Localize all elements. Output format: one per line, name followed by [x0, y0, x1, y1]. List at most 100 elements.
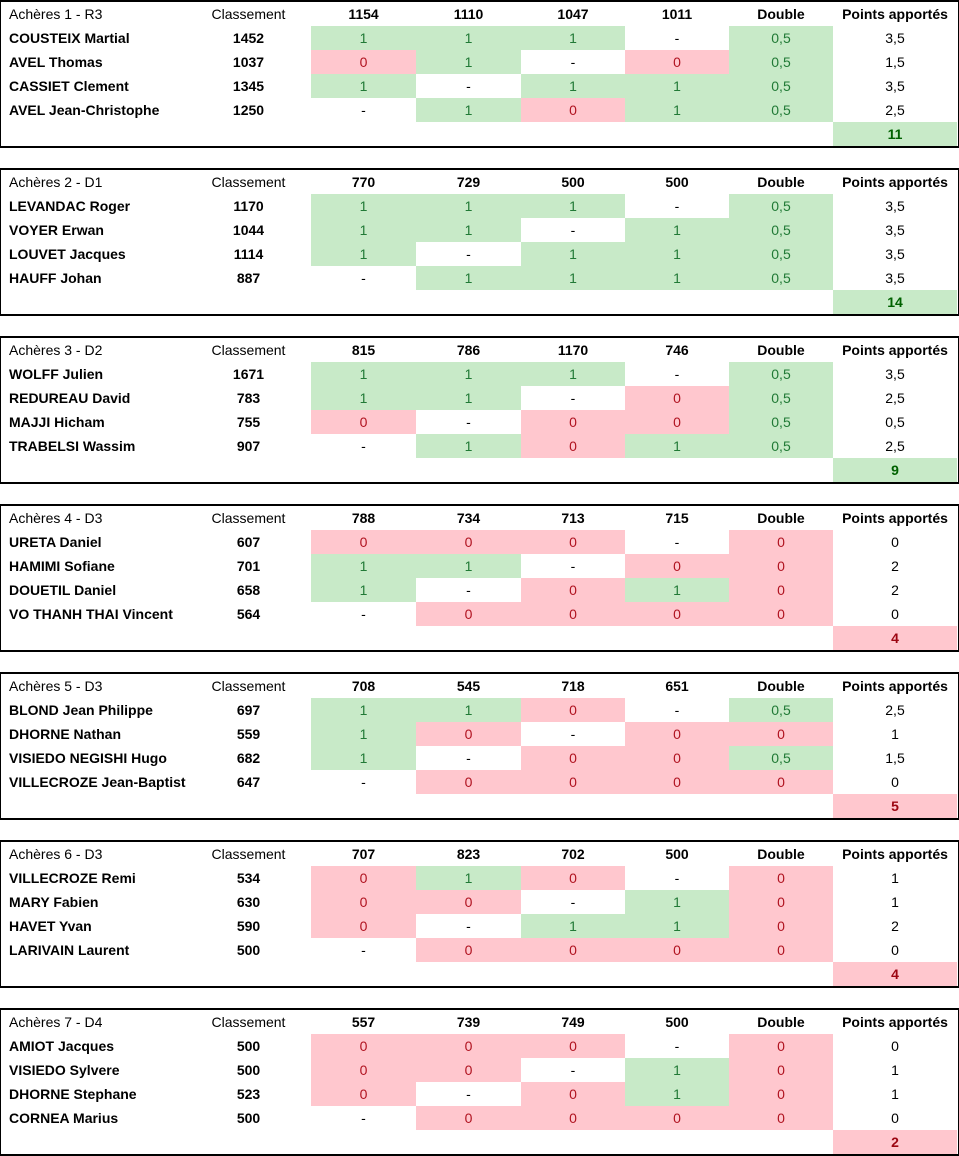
player-row: VO THANH THAI Vincent 564 - 0 0 0 0 0	[1, 602, 958, 626]
player-row: BLOND Jean Philippe 697 1 1 0 - 0,5 2,5	[1, 698, 958, 722]
result-cell-match-4: 1	[625, 242, 729, 266]
result-cell-match-1: -	[311, 938, 416, 962]
result-cell-match-1: -	[311, 434, 416, 458]
result-cell-double: 0,5	[729, 410, 833, 434]
player-row: VILLECROZE Jean-Baptiste 647 - 0 0 0 0 0	[1, 770, 958, 794]
player-name: VO THANH THAI Vincent	[9, 606, 173, 622]
result-cell-match-1: 0	[311, 866, 416, 890]
result-cell-match-1: 1	[311, 26, 416, 50]
result-cell-match-4: -	[625, 26, 729, 50]
total-points-cell: 4	[833, 626, 957, 650]
double-header: Double	[757, 678, 805, 694]
result-cell-match-2: 0	[416, 1058, 521, 1082]
player-row: DHORNE Stephane 523 0 - 0 1 0 1	[1, 1082, 958, 1106]
result-cell-double: 0,5	[729, 698, 833, 722]
player-points-cell: 2	[891, 582, 899, 598]
result-cell-match-3: -	[521, 218, 625, 242]
result-cell-match-2: -	[416, 578, 521, 602]
empty-cell	[521, 962, 625, 986]
player-classement: 682	[236, 750, 261, 766]
result-cell-match-1: -	[311, 266, 416, 290]
player-name: DOUETIL Daniel	[9, 582, 117, 598]
result-cell-match-2: 0	[416, 1034, 521, 1058]
player-row: VILLECROZE Remi 534 0 1 0 - 0 1	[1, 866, 958, 890]
result-cell-match-4: 1	[625, 914, 729, 938]
player-name: CASSIET Clement	[9, 78, 129, 94]
result-cell-match-1: 0	[311, 914, 416, 938]
player-points-cell: 2,5	[885, 438, 905, 454]
player-row: WOLFF Julien 1671 1 1 1 - 0,5 3,5	[1, 362, 958, 386]
opponent-rating-header-2: 545	[456, 678, 481, 694]
empty-cell	[311, 962, 416, 986]
result-cell-match-1: 1	[311, 242, 416, 266]
result-cell-match-2: 1	[416, 50, 521, 74]
player-points-cell: 1	[891, 894, 899, 910]
result-cell-match-1: 1	[311, 194, 416, 218]
block-title: Achères 5 - D3	[9, 678, 103, 694]
team-match-block: Achères 7 - D4 Classement 557 739 749 50…	[0, 1008, 959, 1156]
header-row: Achères 4 - D3 Classement 788 734 713 71…	[1, 506, 958, 530]
result-cell-match-4: -	[625, 1034, 729, 1058]
result-cell-match-4: 1	[625, 1082, 729, 1106]
player-classement: 1250	[232, 102, 265, 118]
result-cell-match-4: 1	[625, 578, 729, 602]
empty-cell	[521, 290, 625, 314]
opponent-rating-header-2: 734	[456, 510, 481, 526]
player-points-cell: 3,5	[885, 366, 905, 382]
empty-cell	[625, 962, 729, 986]
player-classement: 1452	[232, 30, 265, 46]
result-cell-double: 0	[729, 914, 833, 938]
empty-cell	[625, 122, 729, 146]
player-row: DHORNE Nathan 559 1 0 - 0 0 1	[1, 722, 958, 746]
total-points-cell: 2	[833, 1130, 957, 1154]
result-cell-double: 0,5	[729, 362, 833, 386]
player-name: URETA Daniel	[9, 534, 102, 550]
opponent-rating-header-4: 1011	[661, 6, 693, 22]
result-cell-match-2: 1	[416, 698, 521, 722]
player-points-cell: 3,5	[885, 246, 905, 262]
result-cell-match-4: 1	[625, 434, 729, 458]
player-points-cell: 1	[891, 870, 899, 886]
player-points-cell: 2,5	[885, 102, 905, 118]
result-cell-match-4: -	[625, 362, 729, 386]
opponent-rating-header-4: 500	[665, 174, 689, 190]
points-header: Points apportés	[842, 342, 948, 358]
empty-cell	[521, 626, 625, 650]
player-row: CASSIET Clement 1345 1 - 1 1 0,5 3,5	[1, 74, 958, 98]
result-cell-match-1: 1	[311, 74, 416, 98]
result-cell-match-3: 0	[521, 698, 625, 722]
player-name: MARY Fabien	[9, 894, 99, 910]
total-points-cell: 4	[833, 962, 957, 986]
opponent-rating-header-3: 1170	[557, 342, 589, 358]
empty-cell	[416, 122, 521, 146]
player-classement: 1345	[232, 78, 265, 94]
result-cell-match-1: 0	[311, 1058, 416, 1082]
player-row: HAVET Yvan 590 0 - 1 1 0 2	[1, 914, 958, 938]
player-row: AVEL Jean-Christophe 1250 - 1 0 1 0,5 2,…	[1, 98, 958, 122]
result-cell-match-2: 0	[416, 1106, 521, 1130]
empty-cell	[311, 626, 416, 650]
player-name: WOLFF Julien	[9, 366, 104, 382]
result-cell-match-3: 1	[521, 914, 625, 938]
points-header: Points apportés	[842, 6, 948, 22]
empty-cell	[311, 290, 416, 314]
player-row: MAJJI Hicham 755 0 - 0 0 0,5 0,5	[1, 410, 958, 434]
opponent-rating-header-2: 823	[456, 846, 481, 862]
result-cell-match-1: 1	[311, 698, 416, 722]
double-header: Double	[757, 6, 805, 22]
player-name: VISIEDO NEGISHI Hugo	[9, 750, 167, 766]
result-cell-match-1: 1	[311, 722, 416, 746]
result-cell-match-1: 0	[311, 530, 416, 554]
opponent-rating-header-1: 770	[351, 174, 376, 190]
block-title: Achères 4 - D3	[9, 510, 103, 526]
result-cell-match-4: -	[625, 866, 729, 890]
result-cell-double: 0,5	[729, 74, 833, 98]
player-name: AVEL Jean-Christophe	[9, 102, 160, 118]
result-cell-match-2: 1	[416, 434, 521, 458]
empty-cell	[729, 122, 833, 146]
result-cell-match-4: 0	[625, 410, 729, 434]
result-cell-match-3: 0	[521, 434, 625, 458]
result-cell-double: 0	[729, 1106, 833, 1130]
total-points-cell: 14	[833, 290, 957, 314]
